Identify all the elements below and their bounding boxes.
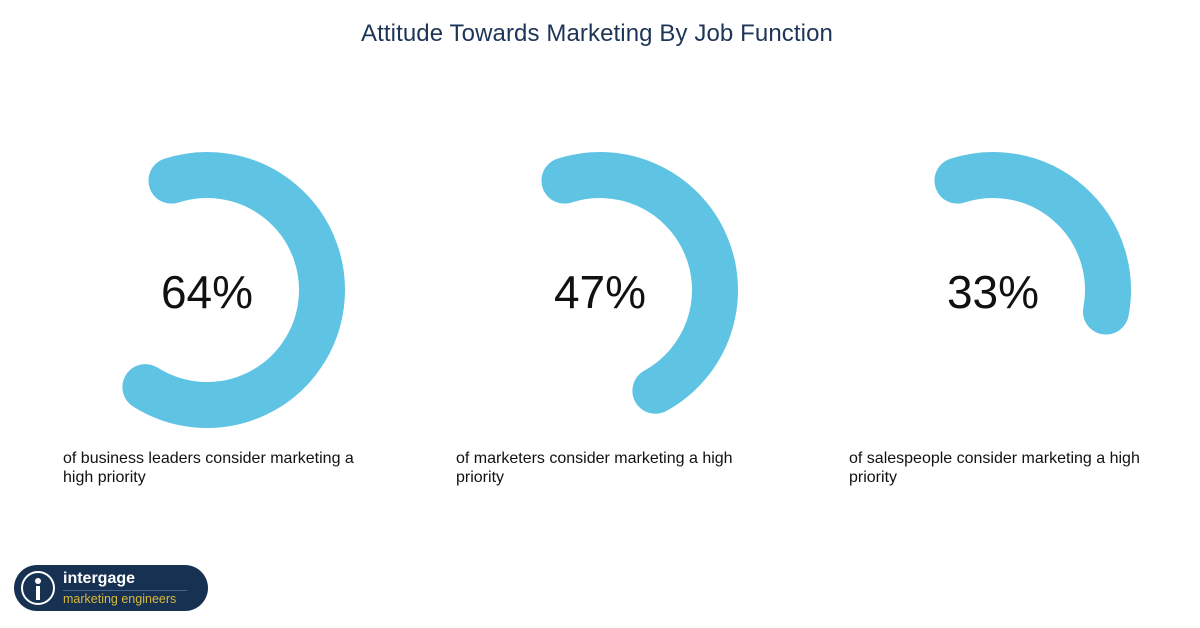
logo-name: intergage: [63, 570, 136, 587]
stat-value: 47%: [553, 266, 647, 318]
stat-value: 64%: [160, 266, 254, 318]
logo-divider: [63, 590, 187, 591]
stat-caption-marketers: of marketers consider marketing a high p…: [456, 450, 733, 486]
donut-arc-salespeople: [934, 152, 1131, 335]
stat-business-leaders: 64%: [57, 140, 357, 460]
donut-arc-2: [934, 152, 1131, 335]
donut-arc-0: [122, 152, 345, 428]
donut-arc-marketers: [541, 152, 738, 414]
stat-caption-salespeople: of salespeople consider marketing a high…: [849, 450, 1140, 486]
stat-value: 33%: [946, 266, 1040, 318]
intergage-logo[interactable]: intergage marketing engineers: [14, 565, 208, 611]
stat-salespeople: 33%: [843, 140, 1143, 460]
stat-caption-business-leaders: of business leaders consider marketing a…: [63, 450, 354, 486]
donut-arc-business-leaders: [122, 152, 345, 428]
stat-marketers: 47%: [450, 140, 750, 460]
logo-tagline: marketing engineers: [63, 592, 177, 606]
chart-title: Attitude Towards Marketing By Job Functi…: [361, 20, 833, 47]
info-icon: [21, 571, 55, 605]
donut-arc-1: [541, 152, 738, 414]
